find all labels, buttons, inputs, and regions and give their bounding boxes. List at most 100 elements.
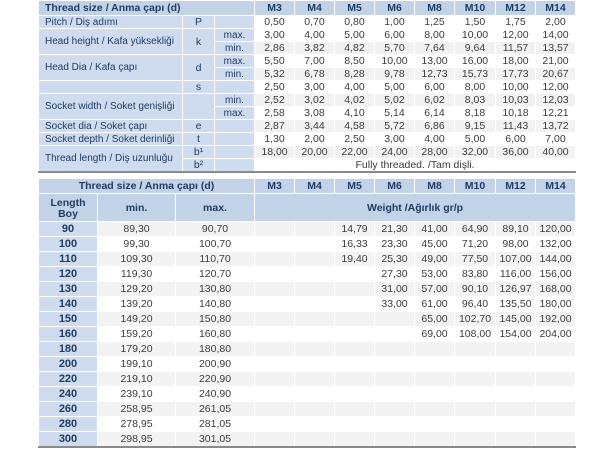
- dimension-value: 6,00: [414, 80, 456, 94]
- dimension-row: max. 2,58 3,08 4,10 5,14 6,14 8,18 10,18 12,21: [39, 106, 577, 120]
- weight-value: [535, 341, 577, 357]
- weight-value: 53,00: [414, 266, 456, 282]
- weight-value: [454, 341, 497, 357]
- weight-value: [254, 371, 296, 387]
- size-header: M4: [294, 178, 336, 194]
- dimension-row: Thread length / Diş uzunluğu b¹ 18,00 20,00…: [38, 145, 577, 173]
- size-header: M4: [294, 0, 336, 16]
- weight-value: [334, 431, 376, 447]
- dimension-label: [38, 80, 183, 94]
- length-row: 160 159,20 160,80 69,00 108,00 154,00 204,00: [38, 326, 577, 342]
- length-min-value: 278,95: [97, 416, 176, 432]
- weight-value: 25,30: [374, 251, 416, 267]
- dimensions-table-header: Thread size / Anma çapı (d) M3 M4 M5 M6 M8 M10…: [37, 0, 577, 16]
- dimension-value: 0,70: [294, 15, 336, 29]
- length-value: 280: [38, 416, 98, 432]
- dimension-value: 3,00: [254, 28, 296, 42]
- size-header: M3: [254, 0, 296, 16]
- weight-value: 61,00: [414, 296, 456, 312]
- length-max-value: 301,05: [174, 431, 256, 447]
- dimension-value: 18,00: [495, 54, 537, 68]
- dimension-value: 6,02: [414, 93, 456, 107]
- dimensions-table-body: Pitch / Diş adımı P 0,50 0,70 0,80 1,00 1,25 1,…: [38, 15, 577, 173]
- dimension-symbol: k: [182, 28, 215, 55]
- weight-value: [254, 386, 296, 402]
- weight-value: [414, 416, 456, 432]
- dimension-symbol: [182, 93, 215, 120]
- size-header: M14: [535, 178, 577, 194]
- dimension-value: 24,00: [374, 145, 416, 159]
- tolerance-label: max.: [213, 28, 256, 42]
- size-header: M12: [495, 178, 537, 194]
- weight-value: [294, 386, 336, 402]
- weight-value: 116,00: [495, 266, 537, 282]
- dimension-value: 10,03: [495, 93, 537, 107]
- weight-value: 108,00: [454, 326, 497, 342]
- weight-value: 154,00: [495, 326, 537, 342]
- length-value: 140: [38, 296, 98, 312]
- dimension-value: 13,57: [535, 41, 577, 55]
- weight-value: 69,00: [414, 326, 456, 342]
- dimension-value: 7,00: [535, 132, 577, 146]
- dimension-value: 8,00: [454, 80, 497, 94]
- dimension-value: 2,50: [334, 132, 376, 146]
- length-max-value: 150,80: [174, 311, 256, 327]
- dimension-value: 2,87: [254, 119, 296, 133]
- length-min-value: 219,10: [97, 371, 176, 387]
- length-max-value: 160,80: [174, 326, 256, 342]
- weight-value: [414, 386, 456, 402]
- dimension-label: Socket width / Soket genişliği: [38, 93, 183, 120]
- dimension-value: 9,15: [454, 119, 497, 133]
- tolerance-label: [213, 15, 256, 29]
- dimension-value: 7,00: [294, 54, 336, 68]
- weight-value: [535, 431, 577, 447]
- length-min-value: 99,30: [97, 236, 176, 252]
- weight-value: [374, 371, 416, 387]
- size-header: M5: [334, 178, 376, 194]
- length-row: 300 298,95 301,05: [38, 431, 577, 447]
- dimension-value: 2,58: [254, 106, 296, 120]
- weight-value: [535, 386, 577, 402]
- weight-value: 145,00: [495, 311, 537, 327]
- length-row: 180 179,20 180,80: [38, 341, 577, 357]
- tolerance-label: [213, 132, 256, 146]
- length-row: 240 239,10 240,90: [38, 386, 577, 402]
- dimension-value: 8,00: [414, 28, 456, 42]
- dimension-value: 9,78: [374, 67, 416, 81]
- weight-value: [495, 401, 537, 417]
- length-column-header-text: Length Boy: [50, 196, 86, 220]
- dimension-symbol: e: [182, 119, 215, 133]
- length-min-value: 129,20: [97, 281, 176, 297]
- weight-value: 64,90: [454, 221, 497, 237]
- weight-value: [334, 311, 376, 327]
- weight-value: [454, 386, 497, 402]
- table-title: Thread size / Anma çapı (d): [37, 178, 256, 194]
- length-value: 90: [38, 221, 98, 237]
- dimension-value: 5,70: [374, 41, 416, 55]
- dimension-value: 5,00: [374, 80, 416, 94]
- weight-value: 192,00: [535, 311, 577, 327]
- weight-header: Weight /Ağırlık gr/p: [254, 193, 577, 222]
- weight-value: [294, 416, 336, 432]
- weight-value: 180,00: [535, 296, 577, 312]
- dimension-value: 2,00: [294, 132, 336, 146]
- tolerance-label: min.: [213, 93, 256, 107]
- length-min-value: 149,20: [97, 311, 176, 327]
- dimension-label: Socket dia / Soket çapı: [38, 119, 183, 133]
- dimension-value: 12,21: [535, 106, 577, 120]
- dimension-value: 8,03: [454, 93, 497, 107]
- dimension-label: Head height / Kafa yüksekliği: [38, 28, 183, 55]
- dimension-symbol: t: [182, 132, 215, 146]
- weight-value: [454, 431, 497, 447]
- length-min-value: 89,30: [97, 221, 176, 237]
- weight-value: [254, 236, 296, 252]
- dimension-value: 0,80: [334, 15, 376, 29]
- length-weight-table-body: 90 89,30 90,70 14,79 21,30 41,00 64,90 89,10 120…: [38, 221, 577, 447]
- weight-value: [254, 281, 296, 297]
- weight-value: 16,33: [334, 236, 376, 252]
- weight-value: [294, 431, 336, 447]
- length-value: 100: [38, 236, 98, 252]
- size-header: M3: [254, 178, 296, 194]
- length-row: 280 278,95 281,05: [38, 416, 577, 432]
- length-value: 150: [38, 311, 98, 327]
